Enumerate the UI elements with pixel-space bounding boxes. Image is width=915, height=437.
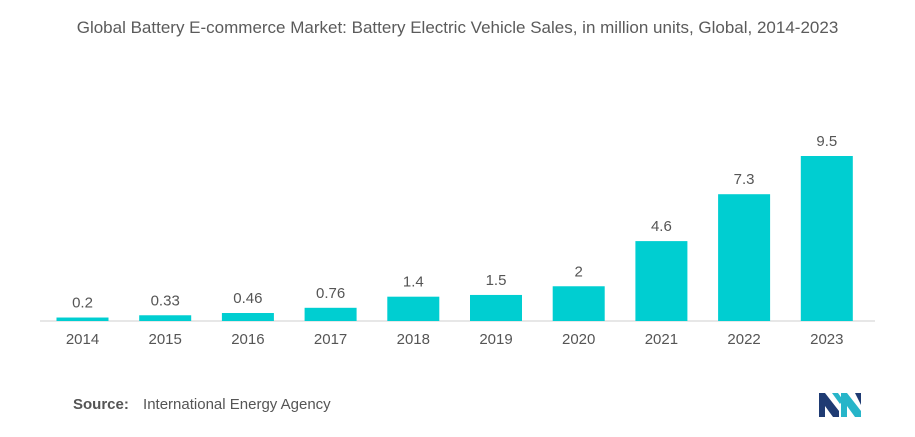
x-tick-label-2021: 2021 bbox=[645, 331, 678, 348]
value-label-2019: 1.5 bbox=[486, 272, 507, 289]
source-text: International Energy Agency bbox=[143, 396, 331, 413]
source-note: Source: International Energy Agency bbox=[73, 396, 331, 413]
value-label-2018: 1.4 bbox=[403, 274, 424, 291]
value-label-2015: 0.33 bbox=[151, 292, 180, 309]
x-tick-label-2018: 2018 bbox=[397, 331, 430, 348]
bar-2021 bbox=[635, 241, 688, 321]
bar-2017 bbox=[304, 307, 357, 321]
bar-2014 bbox=[56, 317, 109, 321]
x-tick-label-2015: 2015 bbox=[149, 331, 182, 348]
source-label: Source: bbox=[73, 396, 129, 413]
value-label-2020: 2 bbox=[575, 263, 583, 280]
bar-2022 bbox=[718, 194, 771, 321]
x-tick-label-2020: 2020 bbox=[562, 331, 595, 348]
value-label-2017: 0.76 bbox=[316, 285, 345, 302]
brand-logo-icon bbox=[819, 393, 861, 417]
bar-2019 bbox=[470, 294, 522, 321]
bar-2020 bbox=[552, 286, 605, 321]
value-label-2014: 0.2 bbox=[72, 295, 93, 312]
bar-2016 bbox=[221, 313, 274, 321]
x-tick-label-2022: 2022 bbox=[727, 331, 760, 348]
bar-2023 bbox=[800, 156, 853, 321]
x-tick-label-2019: 2019 bbox=[479, 331, 512, 348]
value-label-2023: 9.5 bbox=[816, 133, 837, 150]
value-label-2021: 4.6 bbox=[651, 218, 672, 235]
chart-title: Global Battery E-commerce Market: Batter… bbox=[76, 18, 839, 37]
value-label-2016: 0.46 bbox=[233, 290, 262, 307]
x-tick-label-2016: 2016 bbox=[231, 331, 264, 348]
value-label-2022: 7.3 bbox=[734, 171, 755, 188]
x-tick-label-2023: 2023 bbox=[810, 331, 843, 348]
x-tick-label-2017: 2017 bbox=[314, 331, 347, 348]
x-tick-label-2014: 2014 bbox=[66, 331, 99, 348]
bar-2015 bbox=[139, 315, 192, 321]
bar-2018 bbox=[387, 296, 440, 321]
